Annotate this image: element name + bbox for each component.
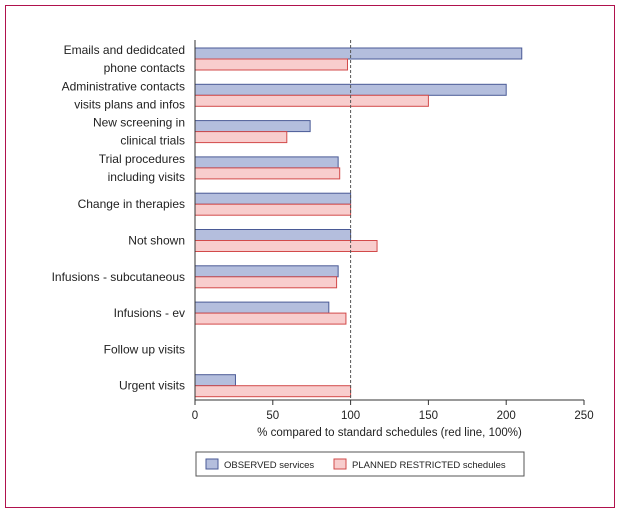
observed-bar-9 xyxy=(194,374,236,387)
planned-bar-0 xyxy=(194,58,348,71)
observed-bar-3 xyxy=(194,156,339,169)
planned-bar-3 xyxy=(194,167,341,180)
planned-bar-9 xyxy=(194,385,352,398)
planned-bar-6 xyxy=(194,276,338,289)
category-label-0-line-0: Emails and dedidcated xyxy=(64,43,185,57)
figure-frame xyxy=(5,5,615,508)
category-label-4: Change in therapies xyxy=(78,197,185,211)
legend-box xyxy=(195,451,525,477)
category-label-7: Infusions - ev xyxy=(114,306,185,320)
category-label-3-line-0: Trial procedures xyxy=(99,152,185,166)
planned-bar-4 xyxy=(194,203,352,216)
category-label-3-line-1: including visits xyxy=(108,170,185,184)
observed-bar-2 xyxy=(194,120,311,133)
legend-swatch-1 xyxy=(333,458,347,470)
planned-bar-7 xyxy=(194,312,347,325)
x-tick-label-3: 150 xyxy=(419,410,438,422)
planned-bar-2 xyxy=(194,131,288,144)
observed-bar-6 xyxy=(194,265,339,278)
observed-bar-7 xyxy=(194,301,330,314)
x-tick-label-4: 200 xyxy=(497,410,516,422)
legend-label-0: OBSERVED services xyxy=(224,460,314,471)
category-label-5: Not shown xyxy=(128,234,185,248)
category-label-2-line-0: New screening in xyxy=(93,116,185,130)
category-label-2-line-1: clinical trials xyxy=(120,134,185,148)
category-label-8: Follow up visits xyxy=(104,342,185,356)
x-tick-label-2: 100 xyxy=(341,410,360,422)
planned-bar-1 xyxy=(194,94,429,107)
observed-bar-5 xyxy=(194,229,352,241)
category-label-9: Urgent visits xyxy=(119,379,185,393)
legend-label-1: PLANNED RESTRICTED schedules xyxy=(352,460,506,471)
x-tick-label-0: 0 xyxy=(192,410,198,422)
observed-bar-0 xyxy=(194,47,523,60)
x-tick-label-5: 250 xyxy=(574,410,593,422)
x-axis-title: % compared to standard schedules (red li… xyxy=(257,427,522,439)
category-label-0-line-1: phone contacts xyxy=(104,61,185,75)
x-tick-label-1: 50 xyxy=(266,410,279,422)
legend-swatch-0 xyxy=(205,458,219,470)
category-label-1-line-0: Administrative contacts xyxy=(62,79,185,93)
observed-bar-4 xyxy=(194,192,352,205)
category-label-6: Infusions - subcutaneous xyxy=(52,270,185,284)
planned-bar-5 xyxy=(194,240,378,252)
category-label-1-line-1: visits plans and infos xyxy=(74,97,185,111)
